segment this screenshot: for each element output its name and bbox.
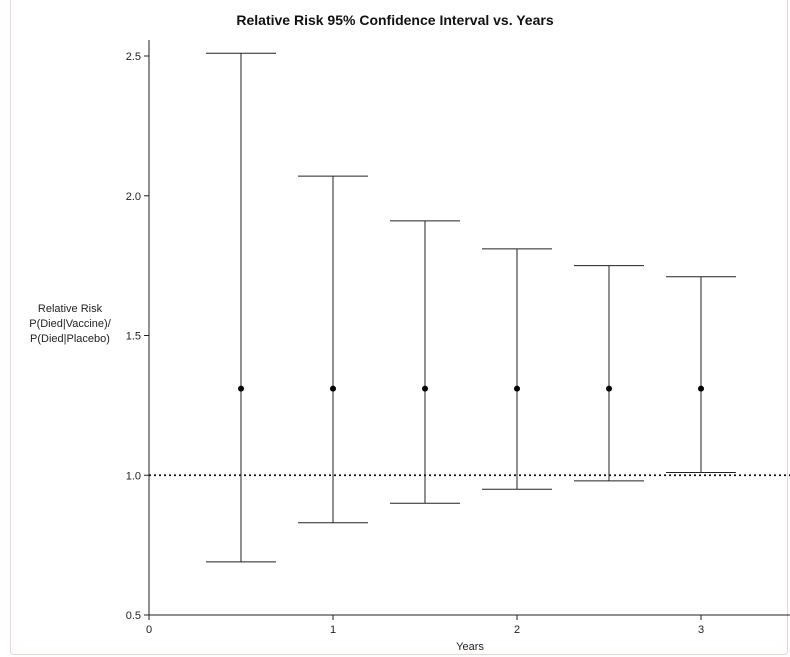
data-point <box>606 385 612 392</box>
y-axis-label-line-3: P(Died|Placebo) <box>30 333 110 345</box>
y-axis-label-line-2: P(Died|Vaccine)/ <box>29 318 111 330</box>
y-tick-label: 2.5 <box>126 51 141 63</box>
data-point <box>330 385 336 392</box>
y-axis-label: Relative Risk P(Died|Vaccine)/ P(Died|Pl… <box>18 302 122 347</box>
x-tick-label: 2 <box>514 624 520 636</box>
y-tick-label: 2.0 <box>126 191 141 203</box>
data-point <box>238 385 244 392</box>
x-tick-label: 3 <box>698 624 704 636</box>
data-point <box>514 385 520 392</box>
y-axis-label-line-1: Relative Risk <box>37 303 103 315</box>
x-axis-label: Years <box>456 641 484 653</box>
y-tick-label: 1.0 <box>126 470 141 482</box>
y-tick-label: 0.5 <box>126 610 141 622</box>
chart-title: Relative Risk 95% Confidence Interval vs… <box>236 12 554 28</box>
data-point <box>698 385 704 392</box>
data-point <box>422 385 428 392</box>
chart-frame <box>10 0 788 655</box>
x-tick-label: 1 <box>330 624 336 636</box>
y-tick-label: 1.5 <box>126 331 141 343</box>
x-tick-label: 0 <box>146 624 152 636</box>
